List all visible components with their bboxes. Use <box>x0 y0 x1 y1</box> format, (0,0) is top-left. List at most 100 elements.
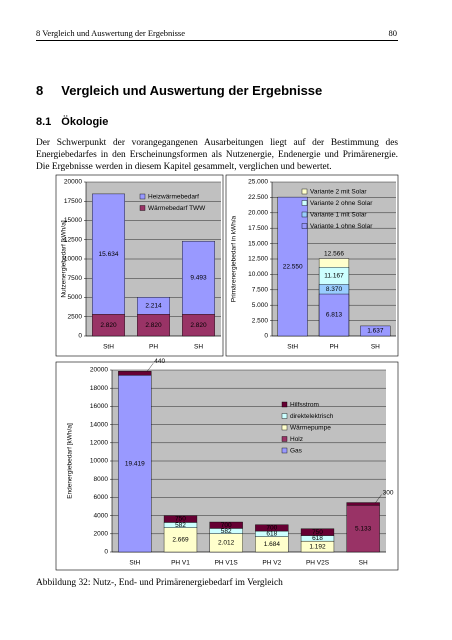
page-number: 80 <box>388 28 398 38</box>
figure-caption: Abbildung 32: Nutz-, End- und Primärener… <box>36 578 283 588</box>
bar-segment <box>209 521 243 529</box>
data-label: 750 <box>312 529 323 536</box>
data-label: 2.669 <box>172 537 189 544</box>
y-tick-label: 14000 <box>90 421 108 428</box>
legend-swatch <box>281 436 288 442</box>
y-tick-label: 20000 <box>90 367 108 374</box>
bar <box>360 325 391 337</box>
data-label: 582 <box>175 522 186 529</box>
x-tick-label: PH V1S <box>215 560 239 567</box>
label-leader <box>375 494 382 503</box>
section-heading: 8.1 Ökologie <box>36 116 108 128</box>
bar-segment <box>118 375 152 553</box>
y-axis-title: Endenergiebedarf [kWh/a] <box>67 423 74 499</box>
legend-swatch <box>281 447 288 454</box>
y-axis-title: Primärenergiebedarf in kWh/a <box>231 215 238 302</box>
x-tick-label: SH <box>194 344 203 351</box>
data-label: 5.133 <box>355 525 372 532</box>
y-tick-label: 2000 <box>94 531 109 538</box>
legend-swatch <box>139 193 146 200</box>
y-tick-label: 12000 <box>90 440 108 447</box>
data-label: 22.550 <box>283 263 303 270</box>
legend-label: Variante 2 mit Solar <box>310 189 367 196</box>
data-label: 700 <box>221 522 232 529</box>
y-tick-label: 17.500 <box>248 225 268 232</box>
x-tick-label: SH <box>359 560 368 567</box>
bar-segment <box>300 528 335 536</box>
bar-segment <box>255 524 289 532</box>
x-tick-label: StH <box>129 560 140 567</box>
y-tick-label: 0 <box>78 333 82 340</box>
bar <box>277 196 308 337</box>
data-label: 440 <box>154 358 165 365</box>
y-tick-label: 17500 <box>64 198 82 205</box>
data-label: 8.370 <box>326 286 343 293</box>
legend-label: Holz <box>290 436 303 443</box>
y-tick-label: 12.500 <box>248 256 268 263</box>
legend-label: Wärmebedarf TWW <box>148 205 206 212</box>
data-label: 1.684 <box>264 541 281 548</box>
y-tick-label: 25.000 <box>248 179 268 186</box>
data-label: 1.637 <box>367 328 384 335</box>
y-tick-label: 15.000 <box>248 240 268 247</box>
legend-swatch <box>301 200 308 206</box>
y-tick-label: 2500 <box>68 313 83 320</box>
data-label: 2.214 <box>145 302 162 309</box>
data-label: 19.419 <box>125 460 145 467</box>
legend-label: Hilfsstrom <box>290 402 319 409</box>
y-tick-label: 10000 <box>90 458 108 465</box>
chapter-number: 8 <box>36 83 44 98</box>
y-tick-label: 0 <box>264 333 268 340</box>
legend-swatch <box>301 223 308 229</box>
y-tick-label: 5000 <box>68 294 83 301</box>
legend-swatch <box>281 413 288 419</box>
bar-segment <box>182 240 215 315</box>
data-label: 700 <box>266 525 277 532</box>
data-label: 15.634 <box>99 251 119 258</box>
y-tick-label: 20000 <box>64 179 82 186</box>
legend-label: direktelektrisch <box>290 413 334 420</box>
data-label: 2.820 <box>190 322 207 329</box>
legend-swatch <box>139 205 146 211</box>
legend-label: Variante 1 ohne Solar <box>310 223 373 230</box>
y-tick-label: 18000 <box>90 385 108 392</box>
body-paragraph: Der Schwerpunkt der vorangegangenen Ausa… <box>36 138 398 172</box>
data-label: 750 <box>175 516 186 523</box>
x-tick-label: PH V1 <box>171 560 190 567</box>
label-leader <box>147 363 154 372</box>
x-tick-label: PH V2S <box>306 560 330 567</box>
chapter-heading: 8 Vergleich und Auswertung der Ergebnisse <box>36 83 322 98</box>
bar-segment <box>137 297 170 315</box>
y-tick-label: 20.000 <box>248 210 268 217</box>
data-label: 1.192 <box>309 543 326 550</box>
x-tick-label: SH <box>371 344 380 351</box>
legend-swatch <box>301 211 308 218</box>
header-rule <box>36 40 398 41</box>
legend-swatch <box>281 401 288 408</box>
data-label: 618 <box>312 535 323 542</box>
y-tick-label: 5.000 <box>252 302 269 309</box>
chapter-title: Vergleich und Auswertung der Ergebnisse <box>61 83 323 98</box>
y-tick-label: 12500 <box>64 236 82 243</box>
y-tick-label: 4000 <box>94 512 109 519</box>
section-number: 8.1 <box>36 116 52 128</box>
data-label: 11.167 <box>324 273 344 280</box>
data-label: 9.493 <box>190 274 207 281</box>
x-tick-label: StH <box>287 344 298 351</box>
x-tick-label: PH <box>149 344 158 351</box>
bar-segment <box>118 371 152 376</box>
running-header: 8 Vergleich und Auswertung der Ergebniss… <box>36 28 185 38</box>
y-tick-label: 0 <box>104 549 108 556</box>
y-tick-label: 10000 <box>64 256 82 263</box>
y-tick-label: 6000 <box>94 494 109 501</box>
legend-label: Heizwärmebedarf <box>148 194 199 201</box>
data-label: 2.820 <box>100 322 117 329</box>
bar <box>318 293 350 337</box>
y-tick-label: 10.000 <box>248 271 268 278</box>
data-label: 12.566 <box>324 250 344 257</box>
bar-segment <box>346 502 380 506</box>
bar-segment <box>92 193 125 315</box>
y-tick-label: 7500 <box>68 275 83 282</box>
y-tick-label: 22.500 <box>248 194 268 201</box>
legend-label: Variante 2 ohne Solar <box>310 200 373 207</box>
